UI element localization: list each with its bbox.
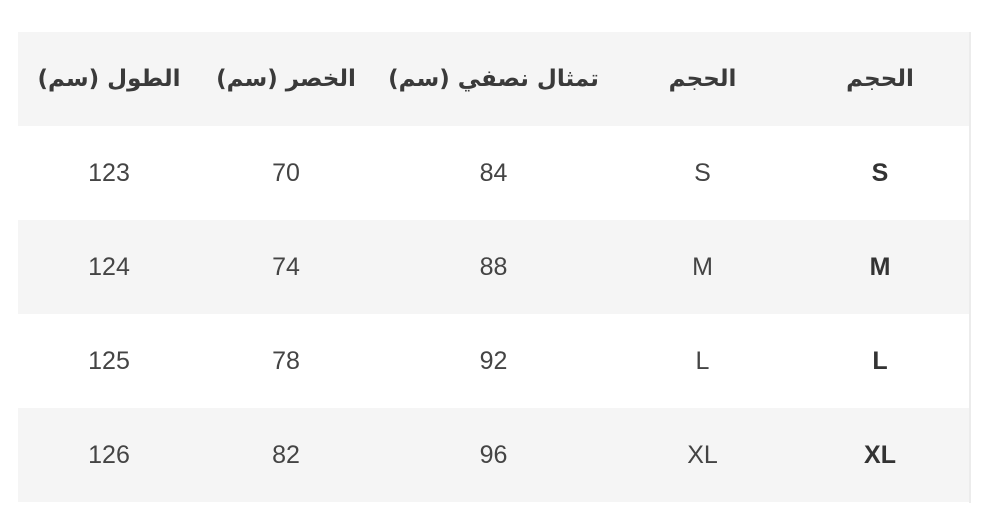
table-row: M M 88 74 124 <box>18 220 970 314</box>
cell-length: 123 <box>88 158 130 187</box>
cell-size: S <box>871 158 889 187</box>
cell-size: XL <box>790 408 970 502</box>
cell-size: M <box>790 220 970 314</box>
header-waist: الخصر (سم) <box>200 32 372 126</box>
table-row: L L 92 78 125 <box>18 314 970 408</box>
header-size-alt: الحجم <box>615 32 790 126</box>
header-length: الطول (سم) <box>18 32 200 126</box>
cell-waist: 82 <box>200 408 372 502</box>
cell-waist: 74 <box>200 220 372 314</box>
cell-size-alt: XL <box>615 408 790 502</box>
cell-waist: 70 <box>272 158 300 187</box>
table-row: S S 84 70 123 <box>18 126 970 220</box>
size-chart-table: الحجم الحجم تمثال نصفي (سم) الخصر (سم) ا… <box>18 32 970 502</box>
cell-size-alt: L <box>695 346 710 375</box>
cell-bust: 84 <box>479 158 508 187</box>
cell-bust: 96 <box>372 408 615 502</box>
cell-length: 126 <box>18 408 200 502</box>
cell-bust: 88 <box>372 220 615 314</box>
header-row: الحجم الحجم تمثال نصفي (سم) الخصر (سم) ا… <box>18 32 970 126</box>
table-edge-divider <box>969 32 971 503</box>
cell-size: L <box>872 346 888 375</box>
header-size: الحجم <box>790 32 970 126</box>
cell-length: 124 <box>18 220 200 314</box>
cell-size-alt: M <box>615 220 790 314</box>
cell-bust: 92 <box>479 346 508 375</box>
cell-waist: 78 <box>272 346 300 375</box>
header-bust: تمثال نصفي (سم) <box>372 32 615 126</box>
cell-size-alt: S <box>694 158 711 187</box>
table-row: XL XL 96 82 126 <box>18 408 970 502</box>
cell-length: 125 <box>88 346 130 375</box>
